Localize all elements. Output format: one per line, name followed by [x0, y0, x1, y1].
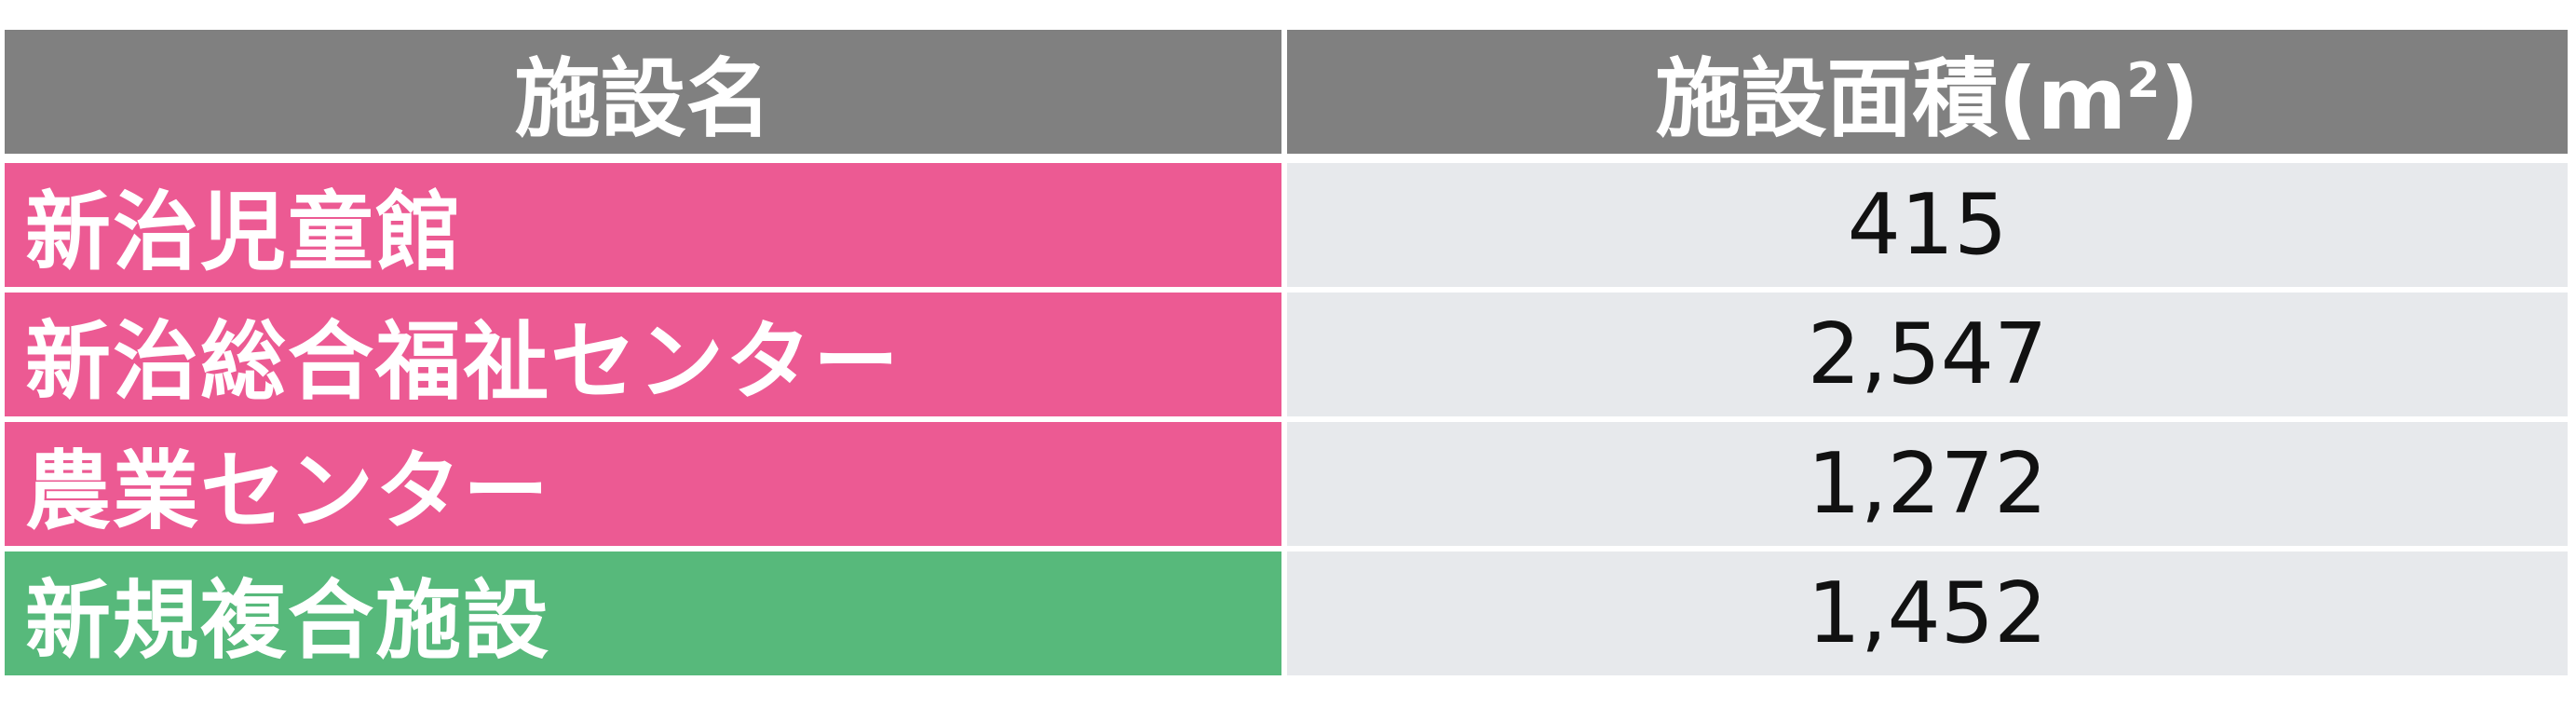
area-header-close: ) [2160, 49, 2200, 149]
facility-area-table: 施設名 施設面積(m2) 新治児童館 415 新治総合福祉センター 2,547 … [5, 30, 2568, 681]
facility-name-cell: 新治総合福祉センター [5, 293, 1287, 422]
table-row: 新規複合施設 1,452 [5, 551, 2568, 681]
table-row: 農業センター 1,272 [5, 422, 2568, 551]
facility-area-cell: 415 [1287, 163, 2568, 293]
header-row: 施設名 施設面積(m2) [5, 30, 2568, 163]
area-header-text: 施設面積(m [1655, 49, 2127, 149]
facility-name-cell: 農業センター [5, 422, 1287, 551]
facility-area-cell: 2,547 [1287, 293, 2568, 422]
facility-name-cell: 新治児童館 [5, 163, 1287, 293]
table-row: 新治総合福祉センター 2,547 [5, 293, 2568, 422]
facility-area-cell: 1,272 [1287, 422, 2568, 551]
facility-name-cell: 新規複合施設 [5, 551, 1287, 681]
facility-area-cell: 1,452 [1287, 551, 2568, 681]
facility-area-header: 施設面積(m2) [1287, 30, 2568, 163]
facility-name-header: 施設名 [5, 30, 1287, 163]
table-row: 新治児童館 415 [5, 163, 2568, 293]
area-header-superscript: 2 [2126, 53, 2161, 109]
